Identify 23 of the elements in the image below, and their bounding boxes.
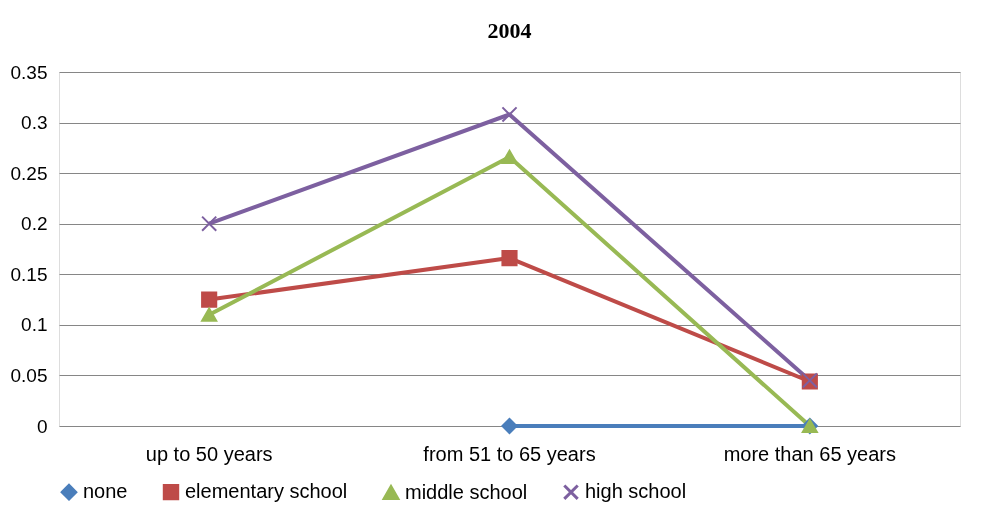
point (501, 149, 518, 165)
y-tick-label: 0.1 (21, 314, 48, 336)
point (201, 215, 218, 232)
y-tick-label: 0.35 (10, 61, 48, 83)
legend-label: high school (585, 480, 687, 503)
x-tick-label: up to 50 years (145, 442, 273, 465)
x-tick-label: more than 65 years (723, 442, 896, 465)
y-tick-label: 0.15 (10, 263, 48, 285)
y-tick-label: 0.2 (21, 213, 48, 235)
legend-label: elementary school (185, 480, 348, 503)
y-tick-label: 0.05 (10, 364, 48, 386)
point (201, 291, 218, 308)
y-tick-label: 0.25 (10, 162, 48, 184)
point (501, 250, 518, 267)
point (501, 417, 518, 435)
point (501, 106, 518, 123)
x-tick-label: from 51 to 65 years (423, 442, 596, 465)
legend-label: none (83, 480, 128, 503)
point (201, 307, 218, 322)
y-tick-label: 0 (36, 415, 48, 437)
legend-label: middle school (405, 480, 528, 503)
chart-title: 2004 (487, 18, 532, 43)
y-tick-label: 0.3 (21, 112, 48, 134)
